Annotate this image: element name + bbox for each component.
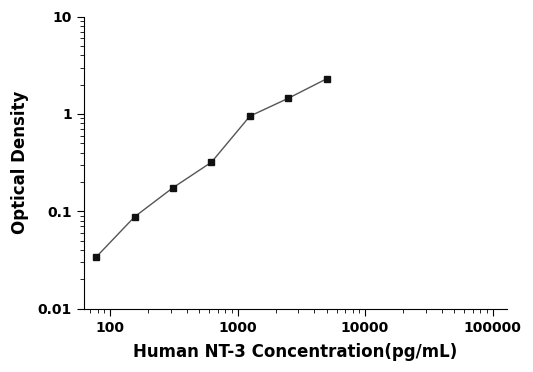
X-axis label: Human NT-3 Concentration(pg/mL): Human NT-3 Concentration(pg/mL) (133, 343, 457, 361)
Y-axis label: Optical Density: Optical Density (11, 91, 29, 234)
